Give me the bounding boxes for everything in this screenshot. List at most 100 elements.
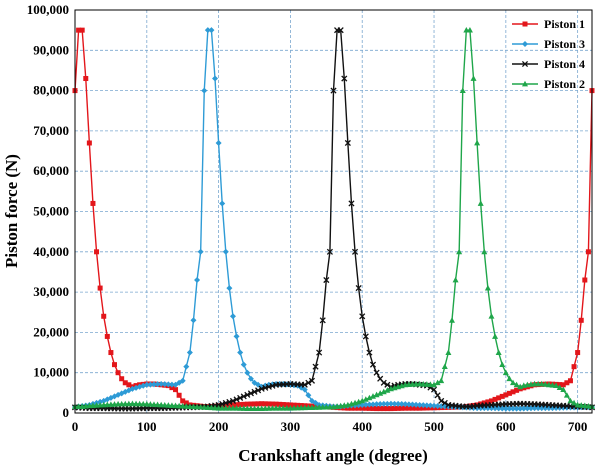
data-point — [251, 388, 258, 395]
data-point — [398, 401, 405, 408]
data-point — [204, 27, 211, 34]
data-point — [560, 382, 566, 388]
data-point — [244, 391, 251, 398]
data-point — [108, 350, 114, 356]
data-point — [344, 139, 351, 147]
data-point — [248, 401, 254, 407]
data-point — [240, 393, 247, 400]
data-point — [370, 405, 376, 411]
data-point — [485, 399, 491, 405]
data-point — [183, 400, 189, 406]
data-point — [244, 401, 250, 407]
data-point — [391, 400, 398, 407]
data-point — [466, 26, 473, 33]
data-point — [510, 405, 517, 412]
data-point — [369, 393, 376, 399]
data-point — [413, 401, 420, 408]
data-point — [387, 400, 394, 407]
data-point — [502, 369, 509, 376]
data-point — [373, 401, 380, 408]
data-point — [438, 377, 445, 384]
data-point — [237, 394, 244, 401]
data-point — [366, 401, 373, 408]
series-layer — [71, 26, 596, 412]
data-point — [259, 401, 265, 407]
data-point — [348, 200, 355, 207]
data-point — [571, 399, 578, 406]
data-point — [229, 313, 236, 320]
data-point — [556, 384, 563, 391]
data-point — [488, 313, 495, 319]
data-point — [545, 381, 552, 388]
data-point — [362, 396, 369, 402]
data-point — [247, 390, 254, 397]
data-point — [578, 317, 584, 323]
data-point — [319, 317, 326, 324]
data-point — [341, 75, 348, 82]
data-point — [362, 333, 369, 340]
data-point — [481, 400, 487, 406]
data-point — [399, 405, 405, 411]
series-piston-2 — [72, 26, 595, 411]
data-point — [477, 200, 484, 206]
data-point — [381, 406, 387, 412]
x-tick-label: 600 — [496, 419, 516, 434]
data-point — [241, 401, 247, 407]
data-point — [369, 361, 377, 368]
data-point — [585, 249, 591, 255]
data-point — [301, 381, 308, 388]
series-piston-4 — [71, 27, 596, 412]
data-point — [582, 277, 588, 283]
data-point — [441, 399, 448, 406]
data-point — [380, 379, 387, 386]
data-point — [513, 405, 520, 412]
data-point — [564, 380, 570, 386]
data-point — [308, 377, 316, 384]
data-point — [179, 377, 186, 384]
data-point — [363, 405, 369, 411]
data-point — [492, 333, 499, 339]
data-point — [431, 381, 438, 388]
legend-marker — [522, 41, 528, 47]
data-point — [197, 248, 204, 255]
data-point — [233, 396, 240, 403]
data-point — [208, 27, 215, 34]
data-point — [330, 87, 337, 94]
data-point — [161, 381, 168, 388]
data-point — [312, 363, 319, 370]
data-point — [441, 363, 448, 370]
data-point — [538, 380, 545, 387]
data-point — [520, 405, 527, 412]
data-point — [323, 276, 330, 284]
x-tick-label: 400 — [352, 419, 372, 434]
y-tick-label: 80,000 — [33, 83, 69, 98]
data-point — [495, 349, 502, 355]
data-point — [269, 401, 275, 407]
data-point — [510, 379, 517, 386]
data-point — [506, 375, 513, 382]
data-point — [212, 75, 219, 82]
data-point — [481, 248, 488, 255]
data-point — [423, 402, 430, 409]
data-point — [255, 401, 261, 407]
data-point — [420, 402, 427, 409]
data-point — [86, 140, 92, 146]
data-point — [549, 381, 556, 388]
y-tick-label: 90,000 — [33, 42, 69, 57]
y-tick-label: 60,000 — [33, 163, 69, 178]
data-point — [158, 380, 165, 387]
data-point — [377, 390, 384, 396]
data-point — [115, 370, 121, 376]
data-point — [474, 139, 481, 146]
data-point — [380, 388, 387, 395]
data-point — [470, 75, 477, 81]
data-point — [402, 401, 409, 408]
data-point — [416, 401, 423, 408]
data-point — [560, 386, 567, 393]
data-point — [496, 395, 502, 401]
data-point — [247, 375, 254, 382]
data-point — [111, 362, 117, 368]
data-point — [176, 392, 182, 398]
data-point — [406, 405, 412, 411]
